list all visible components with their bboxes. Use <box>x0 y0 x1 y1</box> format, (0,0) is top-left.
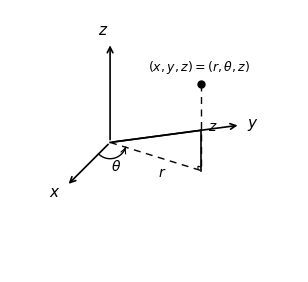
Text: $z$: $z$ <box>98 23 109 38</box>
Text: $z$: $z$ <box>208 120 217 134</box>
Text: $\theta$: $\theta$ <box>111 159 121 174</box>
Text: $r$: $r$ <box>158 166 166 180</box>
Text: $x$: $x$ <box>49 185 60 200</box>
Text: $y$: $y$ <box>247 117 258 133</box>
Text: $(x,y,z)=(r,\theta,z)$: $(x,y,z)=(r,\theta,z)$ <box>148 59 250 76</box>
